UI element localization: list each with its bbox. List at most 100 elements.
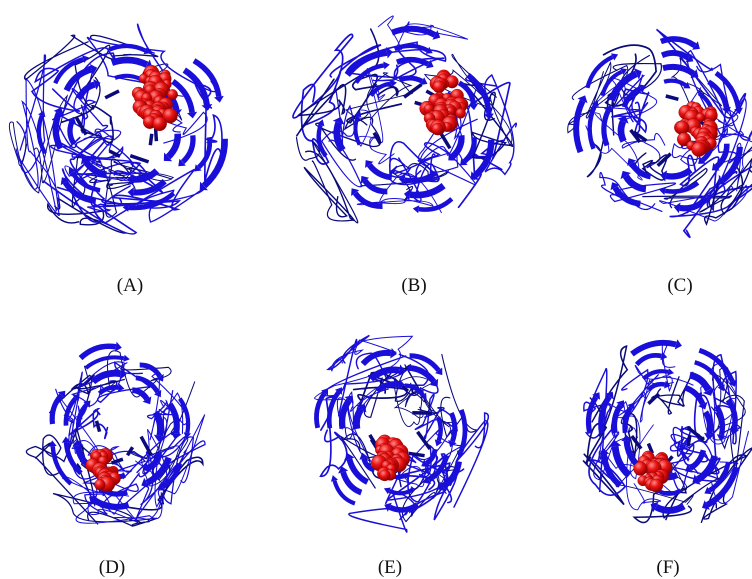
ligand-spheres-d — [85, 448, 121, 493]
beta-arrow — [335, 387, 342, 395]
beta-strand — [314, 391, 327, 429]
beta-strand — [110, 56, 149, 68]
beta-strand — [630, 339, 677, 357]
coil-loop — [590, 77, 658, 123]
beta-strand — [611, 403, 623, 434]
beta-arrow — [611, 53, 619, 61]
beta-arrow — [685, 53, 694, 63]
beta-arrow — [354, 110, 362, 118]
ligand-atom — [691, 141, 707, 157]
beta-strand — [658, 488, 682, 496]
beta-strand — [611, 445, 632, 478]
beta-arrow — [650, 501, 659, 513]
protein-structure-e — [314, 334, 490, 533]
beta-arrow — [419, 392, 427, 400]
coil-loop — [598, 438, 676, 511]
beta-arrow — [360, 175, 370, 184]
beta-strand — [360, 349, 392, 367]
inner-strand — [153, 128, 159, 142]
beta-strand — [684, 384, 706, 406]
ligand-atom — [431, 123, 444, 135]
beta-strand — [466, 72, 492, 115]
inner-strand — [108, 149, 121, 158]
beta-arrow — [633, 68, 642, 80]
beta-strand — [399, 75, 424, 84]
beta-strand — [418, 197, 454, 212]
beta-arrow — [660, 170, 668, 182]
beta-strand — [76, 81, 96, 100]
coil-loop — [23, 34, 159, 81]
beta-strand — [388, 502, 420, 513]
beta-strand — [97, 385, 119, 396]
beta-strand — [338, 398, 352, 430]
inner-strand — [665, 94, 679, 101]
beta-strand — [152, 410, 164, 437]
coil-loop — [700, 384, 741, 445]
beta-arrow — [390, 348, 397, 359]
panel-label-c: (C) — [667, 275, 692, 296]
beta-strand — [132, 168, 160, 183]
beta-arrow — [143, 462, 152, 472]
beta-strand — [601, 109, 611, 147]
beta-arrow — [359, 452, 369, 460]
panel-label-b: (B) — [401, 275, 426, 296]
beta-arrow — [627, 402, 635, 410]
beta-arrow — [667, 368, 674, 376]
beta-strand — [326, 390, 341, 429]
beta-strand — [62, 180, 97, 205]
panel-a: (A) — [8, 23, 228, 296]
beta-strand — [720, 146, 743, 183]
beta-strand — [587, 104, 598, 150]
beta-strand — [49, 393, 64, 425]
beta-strand — [90, 369, 122, 385]
coil-loop — [15, 77, 60, 217]
beta-arrow — [598, 448, 610, 455]
beta-arrow — [484, 113, 494, 120]
beta-arrow — [423, 475, 432, 484]
beta-arrow — [460, 157, 468, 166]
coil-loop — [679, 154, 720, 187]
beta-arrow — [356, 404, 367, 413]
beta-strand — [462, 136, 477, 164]
beta-strand — [332, 480, 356, 506]
beta-strand — [361, 457, 376, 473]
protein-structure-f — [582, 339, 752, 524]
beta-arrow — [698, 401, 708, 410]
coil-loop — [136, 436, 187, 506]
ligand-atom — [695, 112, 706, 123]
coil-loop — [659, 184, 748, 222]
beta-strand — [646, 381, 666, 392]
coil-loop — [356, 68, 386, 148]
beta-arrow — [157, 482, 165, 491]
beta-arrow — [194, 164, 202, 172]
beta-strand — [139, 362, 163, 378]
beta-strand — [714, 404, 726, 436]
beta-strand — [340, 471, 363, 496]
beta-strand — [441, 460, 462, 490]
inner-strand — [110, 457, 124, 465]
beta-arrow — [398, 379, 405, 390]
beta-arrow — [68, 167, 76, 175]
beta-strand — [404, 383, 425, 397]
beta-arrow — [384, 502, 392, 512]
beta-arrow — [119, 367, 127, 380]
beta-arrow — [711, 162, 720, 171]
beta-arrow — [616, 400, 625, 409]
beta-strand — [366, 163, 393, 181]
beta-strand — [196, 136, 213, 170]
inner-strand — [408, 451, 425, 458]
beta-arrow — [721, 106, 731, 114]
beta-arrow — [72, 439, 84, 447]
beta-arrow — [89, 495, 98, 505]
beta-strand — [634, 353, 662, 367]
beta-arrow — [683, 81, 691, 89]
beta-arrow — [183, 432, 191, 439]
beta-arrow — [432, 30, 441, 40]
coil-loop — [698, 157, 752, 215]
ligand-atom — [162, 108, 178, 124]
beta-arrow — [621, 434, 633, 442]
beta-strand — [660, 50, 690, 61]
panel-label-a: (A) — [117, 275, 143, 296]
beta-arrow — [351, 188, 360, 196]
beta-strand — [53, 56, 84, 85]
